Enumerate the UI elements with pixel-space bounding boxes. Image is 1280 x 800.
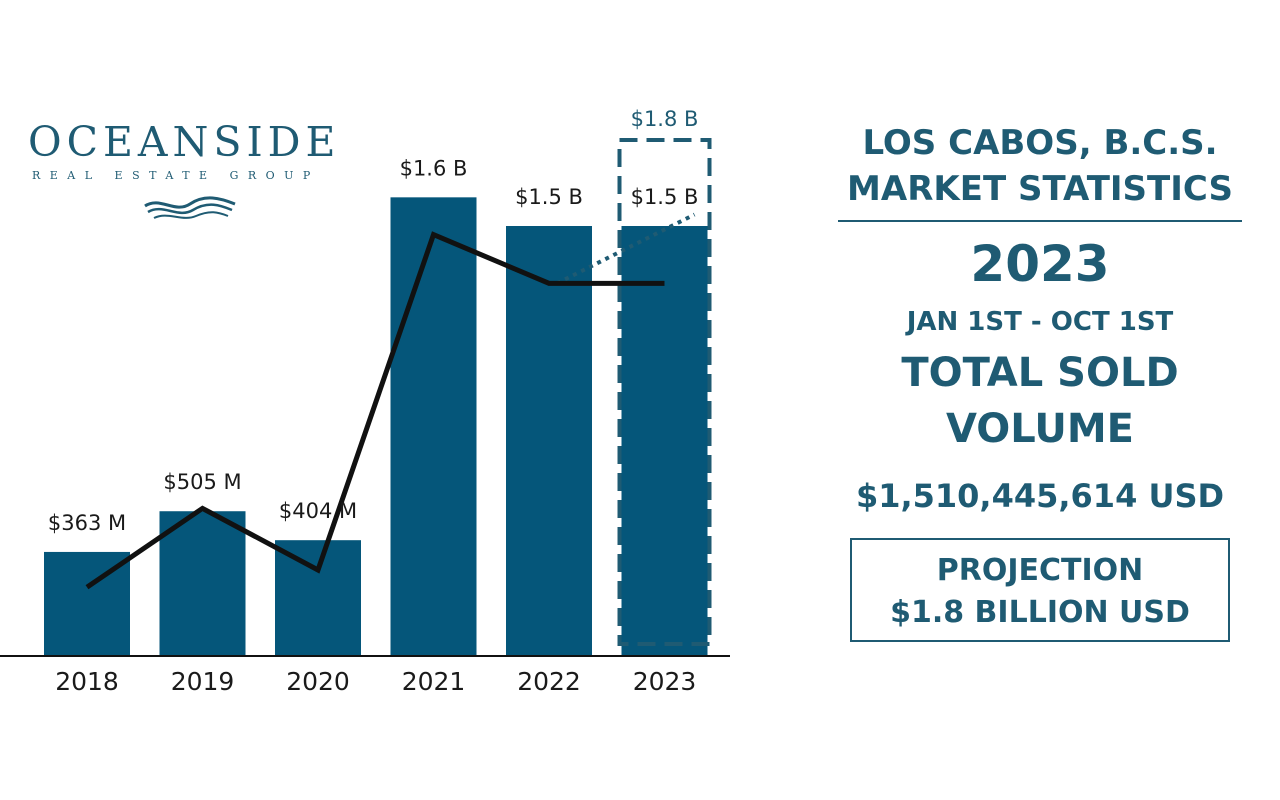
bar-2019 <box>159 511 246 656</box>
data-label-2022: $1.5 B <box>515 185 583 209</box>
bar-chart: 2018 2019 2020 2021 2022 2023 $363 M $505 M $404… <box>0 107 730 696</box>
date-range: JAN 1ST - OCT 1ST <box>906 307 1174 337</box>
data-label-2018: $363 M <box>48 511 126 535</box>
trend-line <box>85 231 665 590</box>
x-tick-label-2023: 2023 <box>633 667 697 696</box>
divider <box>838 220 1242 222</box>
logo-tagline: REAL ESTATE GROUP <box>32 169 320 182</box>
bar-2020 <box>275 540 361 656</box>
x-tick-label-2020: 2020 <box>286 667 350 696</box>
location-title: LOS CABOS, B.C.S. <box>862 123 1218 163</box>
stats-panel: LOS CABOS, B.C.S. MARKET STATISTICS 2023… <box>830 120 1250 642</box>
projection-data-label: $1.8 B <box>631 107 699 131</box>
wave-icon <box>144 196 236 219</box>
metric-title-line1: TOTAL SOLD <box>901 350 1179 396</box>
logo-name: OCEANSIDE <box>28 118 341 166</box>
data-label-2021: $1.6 B <box>400 156 468 180</box>
projection-value: $1.8 BILLION USD <box>890 595 1190 630</box>
data-label-2020: $404 M <box>279 499 357 523</box>
x-tick-label-2018: 2018 <box>55 667 119 696</box>
projection-box: PROJECTION $1.8 BILLION USD <box>850 538 1230 642</box>
projection-trend-line <box>556 212 696 286</box>
bar-2023 <box>621 226 708 656</box>
x-tick-label-2019: 2019 <box>171 667 235 696</box>
bar-2022 <box>506 226 592 656</box>
metric-title-line2: VOLUME <box>946 406 1134 452</box>
total-amount: $1,510,445,614 USD <box>855 477 1225 515</box>
oceanside-logo: OCEANSIDE REAL ESTATE GROUP <box>28 118 358 219</box>
projection-box-outline <box>617 138 712 646</box>
x-tick-label-2022: 2022 <box>517 667 581 696</box>
data-label-2023: $1.5 B <box>631 185 699 209</box>
bar-2021 <box>390 197 477 657</box>
x-tick-label-2021: 2021 <box>402 667 466 696</box>
year: 2023 <box>970 235 1110 293</box>
projection-label: PROJECTION <box>936 553 1144 588</box>
data-label-2019: $505 M <box>163 470 241 494</box>
market-statistics-title: MARKET STATISTICS <box>847 169 1233 209</box>
